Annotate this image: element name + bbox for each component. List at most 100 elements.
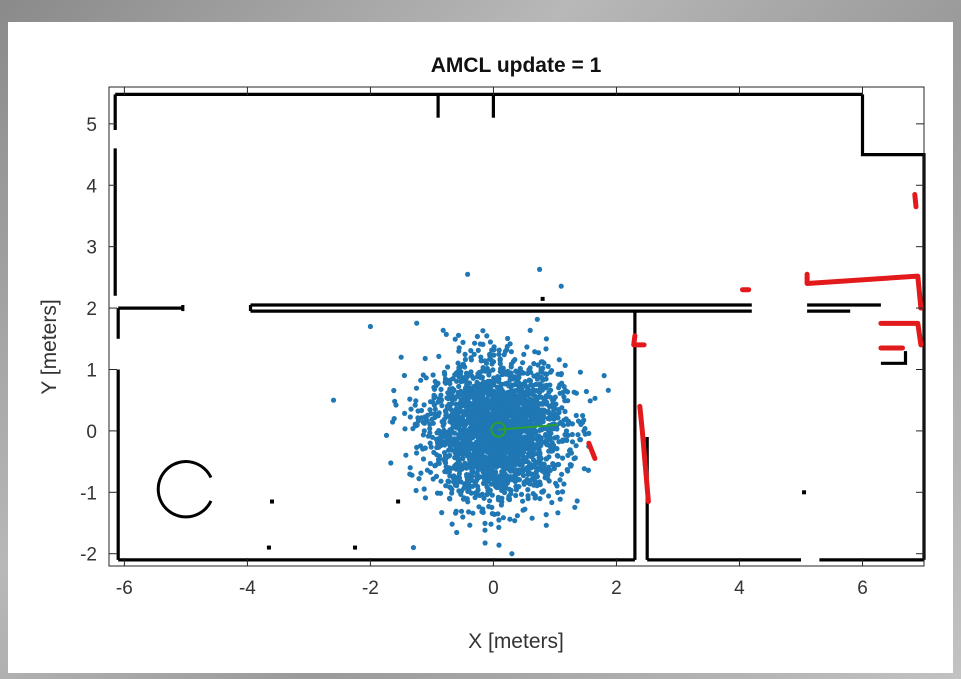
particle xyxy=(477,459,483,466)
particle xyxy=(469,468,475,474)
particle xyxy=(441,427,447,433)
particle xyxy=(560,455,566,461)
particle xyxy=(427,440,433,446)
particle xyxy=(512,477,519,483)
particle xyxy=(461,419,467,425)
particle xyxy=(562,398,568,404)
particle xyxy=(421,428,427,434)
particle xyxy=(585,467,592,473)
particle xyxy=(562,408,568,415)
particle xyxy=(420,419,426,425)
particle xyxy=(583,388,590,395)
particle xyxy=(442,379,448,385)
particle xyxy=(524,465,530,471)
particle xyxy=(454,439,460,445)
particle xyxy=(447,419,453,425)
particle xyxy=(550,398,556,404)
particle xyxy=(537,479,543,485)
particle xyxy=(539,427,545,433)
particle xyxy=(475,487,481,493)
particle xyxy=(546,389,552,395)
particle xyxy=(541,407,547,413)
particle xyxy=(605,387,611,393)
particle xyxy=(440,432,446,438)
particle xyxy=(431,402,437,408)
particle xyxy=(501,488,507,494)
y-axis-label: Y [meters] xyxy=(38,299,61,394)
particle xyxy=(524,476,530,483)
particle xyxy=(474,429,480,435)
particle xyxy=(538,374,545,380)
particle xyxy=(515,374,521,380)
particle xyxy=(431,392,437,398)
particle xyxy=(559,489,566,495)
map-speck-4 xyxy=(802,490,807,495)
particle xyxy=(388,460,394,466)
x-tick-label: 6 xyxy=(857,578,868,599)
particle xyxy=(473,456,479,462)
particle xyxy=(520,472,527,479)
particle xyxy=(510,407,517,413)
particle xyxy=(482,527,488,533)
particle xyxy=(478,398,484,404)
particle xyxy=(519,390,525,396)
particle xyxy=(458,508,465,514)
particle xyxy=(516,399,522,405)
particle xyxy=(474,391,481,397)
particle xyxy=(484,333,490,339)
particle xyxy=(490,359,497,365)
particle xyxy=(559,405,565,411)
particle xyxy=(513,435,519,441)
particle xyxy=(519,451,525,457)
particle xyxy=(418,415,424,421)
particle xyxy=(536,464,543,470)
particle xyxy=(484,399,490,405)
particle xyxy=(550,461,556,467)
amcl-scatter-chart: AMCL update = 1 -6 -4 -2 0 2 4 6 -2 -1 0 1 2 3 4 5 X [… xyxy=(38,54,926,653)
particle xyxy=(456,374,462,380)
particle xyxy=(447,381,453,387)
particle xyxy=(519,446,525,452)
particle xyxy=(480,341,486,347)
particle xyxy=(460,339,466,345)
particle xyxy=(504,413,510,419)
particle xyxy=(558,283,564,289)
particle xyxy=(543,376,549,382)
particle xyxy=(506,456,512,462)
laser-hit-5 xyxy=(631,333,647,348)
particle xyxy=(436,353,442,359)
particle xyxy=(481,413,487,419)
particle xyxy=(467,456,473,462)
particle xyxy=(525,496,531,502)
particle xyxy=(557,496,563,502)
particle xyxy=(438,478,444,484)
particle xyxy=(441,416,447,422)
particle xyxy=(509,412,515,418)
particle xyxy=(514,450,520,456)
particle xyxy=(512,518,518,524)
particle xyxy=(455,360,461,366)
particle xyxy=(488,386,494,393)
particle xyxy=(453,401,459,407)
particle xyxy=(512,357,518,363)
particle xyxy=(536,266,543,272)
particle xyxy=(460,442,466,449)
map-pillar-arc xyxy=(156,460,213,519)
particle xyxy=(477,385,483,391)
particle xyxy=(543,512,549,518)
particle xyxy=(556,461,562,468)
particle xyxy=(492,445,498,451)
particle xyxy=(490,393,496,400)
particle xyxy=(575,432,581,438)
particle xyxy=(438,392,444,398)
particle xyxy=(468,348,474,354)
particle xyxy=(516,459,522,466)
particle xyxy=(497,369,503,375)
particle xyxy=(447,473,453,479)
particle xyxy=(484,409,490,415)
particle xyxy=(564,389,571,395)
particle xyxy=(422,445,428,451)
map-layer xyxy=(113,92,926,562)
particle xyxy=(451,473,457,479)
particle xyxy=(407,414,413,420)
